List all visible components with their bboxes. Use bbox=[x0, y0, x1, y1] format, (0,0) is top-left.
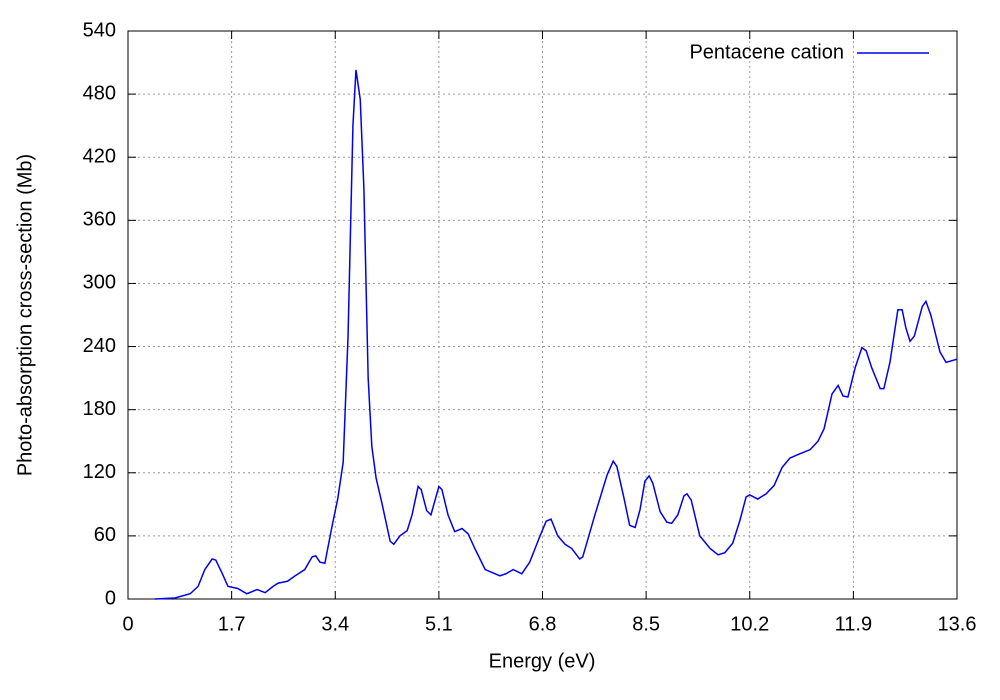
x-tick-label: 11.9 bbox=[835, 613, 872, 635]
legend-label: Pentacene cation bbox=[689, 41, 844, 63]
x-tick-label: 5.1 bbox=[425, 613, 453, 635]
plot-frame bbox=[127, 30, 958, 600]
y-tick-label: 60 bbox=[94, 524, 116, 546]
y-tick-label: 120 bbox=[83, 461, 116, 483]
y-tick-label: 0 bbox=[105, 587, 116, 609]
x-tick-label: 0 bbox=[122, 613, 133, 635]
y-tick-label: 540 bbox=[83, 19, 116, 41]
x-tick-label: 1.7 bbox=[218, 613, 246, 635]
y-tick-label: 240 bbox=[83, 335, 116, 357]
data-line bbox=[154, 69, 958, 600]
y-tick-label: 360 bbox=[83, 209, 116, 231]
x-tick-label: 6.8 bbox=[529, 613, 557, 635]
x-tick-label: 13.6 bbox=[938, 613, 977, 635]
y-tick-label: 300 bbox=[83, 272, 116, 294]
y-tick-label: 420 bbox=[83, 146, 116, 168]
y-axis-label: Photo-absorption cross-section (Mb) bbox=[14, 154, 36, 476]
x-tick-label: 8.5 bbox=[632, 613, 660, 635]
x-axis-label: Energy (eV) bbox=[489, 650, 596, 672]
y-tick-label: 180 bbox=[83, 398, 116, 420]
x-tick-label: 10.2 bbox=[730, 613, 769, 635]
y-tick-label: 480 bbox=[83, 82, 116, 104]
x-tick-label: 3.4 bbox=[321, 613, 349, 635]
